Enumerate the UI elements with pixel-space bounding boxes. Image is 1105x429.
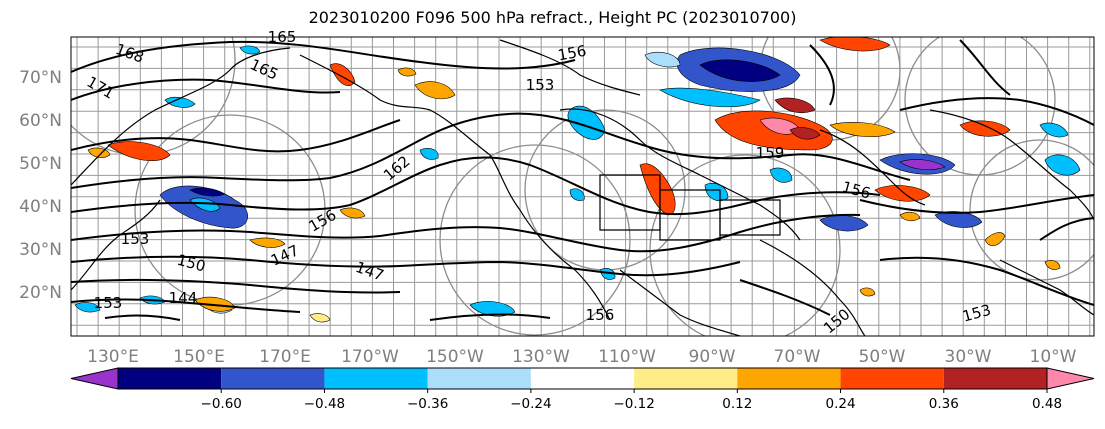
contour-label: 165 — [268, 28, 297, 46]
refractivity-shading — [74, 37, 1081, 323]
colorbar-segment — [118, 368, 222, 389]
lon-label: 50°W — [859, 347, 906, 367]
colorbar-tick-label: −0.60 — [201, 396, 242, 412]
lat-label: 20°N — [19, 283, 62, 303]
contour-label: 156 — [586, 306, 615, 324]
lon-label: 70°W — [774, 347, 821, 367]
colorbar-segment — [427, 368, 531, 389]
lon-label: 10°W — [1030, 347, 1077, 367]
lon-label: 30°W — [945, 347, 992, 367]
chart-title: 2023010200 F096 500 hPa refract., Height… — [308, 8, 797, 27]
colorbar-tick-label: 0.48 — [1032, 396, 1062, 412]
lon-label: 90°W — [689, 347, 736, 367]
lat-label: 40°N — [19, 197, 62, 217]
lon-label: 130°W — [512, 347, 570, 367]
colorbar-segment — [324, 368, 428, 389]
lon-label: 150°W — [426, 347, 484, 367]
map-frame — [70, 36, 1095, 337]
colorbar-extend-low — [70, 367, 119, 390]
lon-label: 150°E — [173, 347, 225, 367]
colorbar-tick-label: 0.12 — [722, 396, 752, 412]
colorbar-segment — [943, 368, 1047, 389]
lat-label: 70°N — [19, 68, 62, 88]
lat-label: 30°N — [19, 240, 62, 260]
colorbar-tick-label: −0.12 — [613, 396, 654, 412]
colorbar-segment — [840, 368, 944, 389]
lon-label: 130°E — [87, 347, 139, 367]
colorbar-extend-high — [1046, 367, 1095, 390]
colorbar-tick-label: −0.24 — [510, 396, 551, 412]
lon-label: 170°E — [259, 347, 311, 367]
lon-label: 110°W — [598, 347, 656, 367]
lat-label: 50°N — [19, 154, 62, 174]
contour-label: 153 — [526, 76, 555, 94]
colorbar-segment — [221, 368, 325, 389]
contour-label: 144 — [169, 289, 198, 307]
colorbar-segment — [634, 368, 738, 389]
contour-label: 156 — [556, 42, 587, 65]
colorbar-segment — [530, 368, 635, 389]
colorbar-segment — [737, 368, 841, 389]
colorbar-tick-label: −0.48 — [304, 396, 345, 412]
colorbar: −0.60 −0.48 −0.36 −0.24 −0.12 0.12 0.24 0.36 0.4… — [70, 367, 1095, 412]
colorbar-tick-label: 0.36 — [929, 396, 959, 412]
contour-label: 153 — [121, 230, 150, 248]
longitude-labels: 130°E 150°E 170°E 170°W 150°W 130°W 110°W 90°W 7… — [87, 347, 1077, 367]
colorbar-tick-label: 0.24 — [826, 396, 856, 412]
lon-label: 170°W — [341, 347, 399, 367]
height-contours — [71, 39, 1094, 321]
lat-label: 60°N — [19, 111, 62, 131]
contour-label: 153 — [94, 294, 123, 312]
latitude-labels: 70°N 60°N 50°N 40°N 30°N 20°N — [19, 68, 62, 303]
colorbar-tick-label: −0.36 — [407, 396, 448, 412]
contour-label: 159 — [756, 144, 785, 162]
